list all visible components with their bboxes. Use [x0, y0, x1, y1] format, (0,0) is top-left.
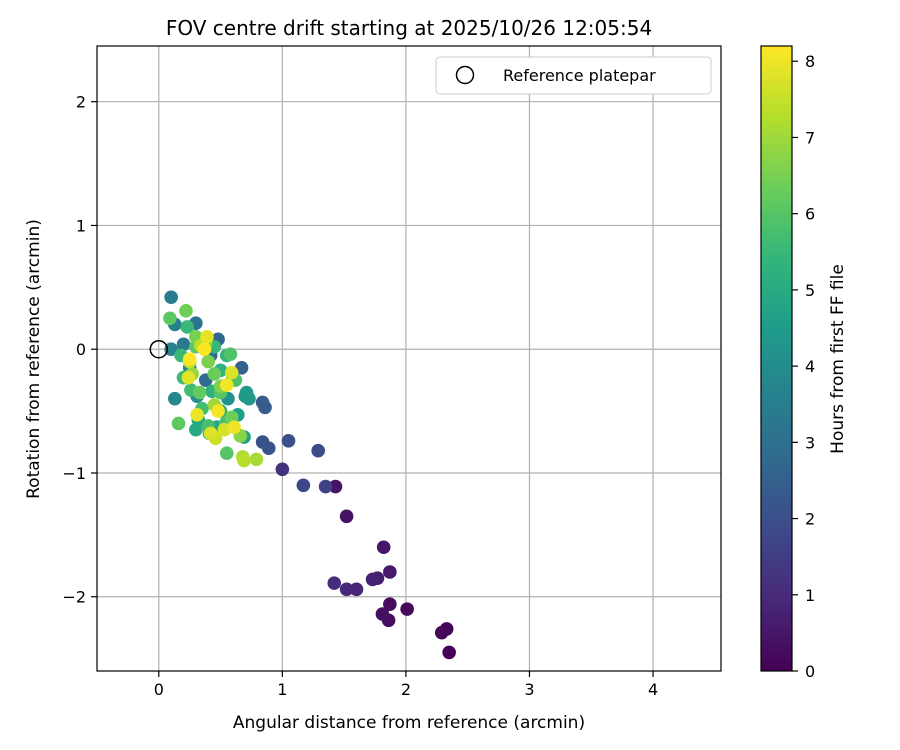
- data-point: [223, 347, 238, 361]
- data-point: [201, 354, 216, 369]
- colorbar-gradient: [760, 45, 793, 672]
- data-point: [211, 404, 225, 418]
- data-point: [163, 311, 177, 326]
- data-point: [207, 367, 222, 381]
- data-point: [281, 434, 296, 448]
- data-point: [181, 370, 196, 385]
- data-point: [339, 582, 354, 597]
- colorbar-tick-label: 6: [805, 205, 815, 224]
- colorbar-tick-label: 0: [805, 662, 815, 681]
- x-tick-label: 4: [648, 680, 658, 699]
- y-tick-label: 1: [76, 216, 86, 235]
- data-point: [383, 565, 397, 579]
- data-point: [237, 453, 251, 468]
- data-point: [197, 342, 212, 357]
- x-tick-label: 0: [154, 680, 164, 699]
- data-point: [164, 290, 178, 305]
- data-point: [375, 607, 390, 621]
- data-point: [179, 304, 193, 318]
- legend: Reference platepar: [435, 56, 712, 95]
- y-tick-label: −2: [62, 588, 86, 607]
- x-tick-label: 3: [524, 680, 534, 699]
- colorbar-tick-label: 3: [805, 433, 815, 452]
- data-points: [163, 290, 456, 660]
- data-point: [365, 572, 380, 587]
- plot-background: [97, 46, 721, 671]
- data-point: [327, 576, 342, 590]
- x-tick-label: 1: [277, 680, 287, 699]
- data-point: [203, 426, 218, 441]
- y-tick-label: −1: [62, 464, 86, 483]
- data-point: [328, 479, 343, 494]
- colorbar-label: Hours from first FF file: [828, 264, 848, 454]
- data-point: [442, 645, 456, 660]
- plot-area: 0 1 2 3 4 −2 −1 0 1 2: [62, 45, 722, 699]
- data-point: [383, 597, 397, 611]
- data-point: [400, 602, 414, 616]
- data-point: [219, 378, 234, 392]
- chart-title: FOV centre drift starting at 2025/10/26 …: [166, 16, 652, 40]
- legend-marker: [455, 65, 475, 85]
- data-point: [182, 352, 197, 366]
- data-point: [190, 408, 204, 422]
- legend-box: [435, 56, 712, 95]
- colorbar-tick-label: 8: [805, 52, 815, 71]
- data-point: [261, 441, 276, 456]
- colorbar-tick-label: 2: [805, 510, 815, 529]
- data-point: [255, 395, 270, 410]
- data-point: [164, 342, 178, 357]
- data-point: [339, 509, 354, 524]
- data-point: [227, 420, 241, 434]
- colorbar: 0 1 2 3 4 5 6 7 8 Hours from first FF file: [760, 45, 848, 681]
- legend-label: Reference platepar: [503, 66, 656, 85]
- data-point: [239, 385, 254, 400]
- data-point: [224, 365, 239, 380]
- colorbar-ticks: 0 1 2 3 4 5 6 7 8: [792, 52, 815, 681]
- data-point: [176, 337, 191, 352]
- data-point: [434, 625, 449, 640]
- data-point: [168, 391, 182, 406]
- data-point: [171, 416, 186, 431]
- data-point: [189, 422, 203, 437]
- colorbar-tick-label: 4: [805, 357, 815, 376]
- data-point: [275, 462, 290, 477]
- data-point: [249, 452, 264, 467]
- data-point: [311, 443, 325, 458]
- plot-frame: [96, 45, 722, 672]
- data-point: [296, 478, 311, 493]
- y-axis-ticks: −2 −1 0 1 2: [62, 93, 97, 607]
- colorbar-tick-label: 7: [805, 128, 815, 147]
- y-axis-label: Rotation from reference (arcmin): [24, 219, 44, 499]
- x-tick-label: 2: [401, 680, 411, 699]
- x-axis-label: Angular distance from reference (arcmin): [233, 713, 585, 733]
- data-point: [219, 446, 234, 460]
- data-point: [180, 320, 195, 334]
- data-point: [318, 479, 333, 494]
- x-axis-ticks: 0 1 2 3 4: [154, 671, 658, 699]
- y-tick-label: 2: [76, 93, 86, 112]
- reference-platepar-marker: [149, 339, 169, 359]
- y-tick-label: 0: [76, 340, 86, 359]
- colorbar-tick-label: 1: [805, 586, 815, 605]
- colorbar-tick-label: 5: [805, 281, 815, 300]
- data-point: [192, 385, 207, 400]
- data-point: [349, 582, 364, 597]
- data-point: [376, 540, 391, 555]
- data-point: [200, 330, 214, 344]
